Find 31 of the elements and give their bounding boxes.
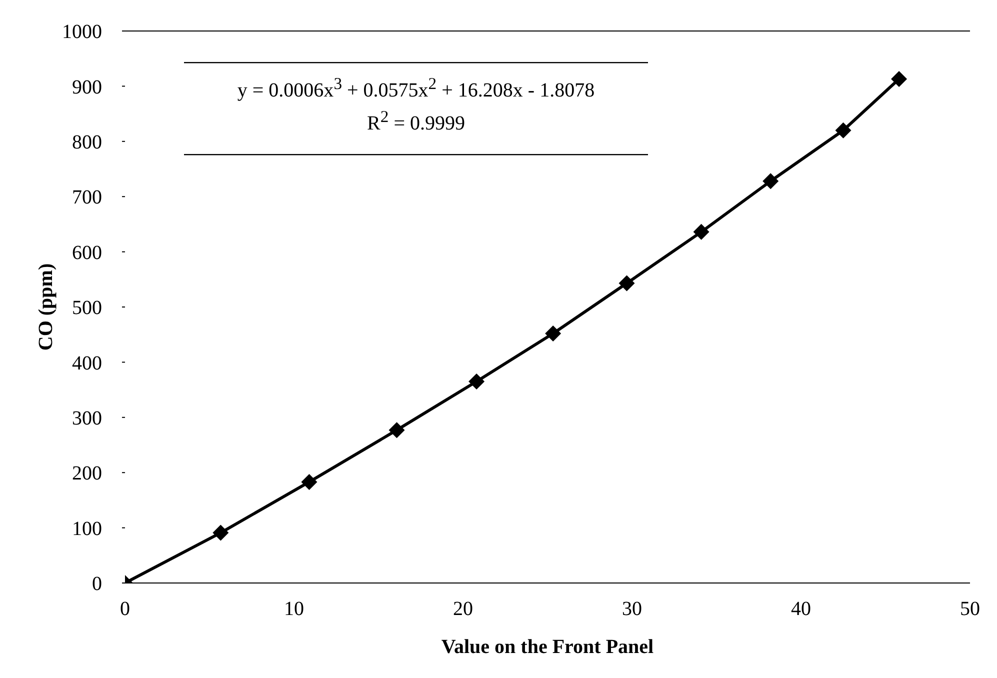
y-tick-label: 800 [72,132,102,154]
annotation: R$^{2}$ = 0.9999 [366,106,466,136]
x-tick-label: 40 [791,598,811,620]
point [388,422,405,438]
x-tick-label: 30 [622,598,642,620]
x-axis-title: Value on the Front Panel [441,636,654,658]
y-tick-label: 400 [72,352,102,374]
point [212,524,229,541]
y-tick-label: 100 [72,518,102,540]
annotation: y = 0.0006x$^{3}$ + 0.0575x$^{2}$ + 16.208x - 1.8078 [236,73,596,104]
y-tick-label: 1000 [62,21,102,44]
y-tick-label: 600 [72,242,102,264]
point [762,173,779,190]
x-tick-label: 10 [284,598,304,620]
point [693,224,710,240]
y-axis-title: CO (ppm) [35,263,58,351]
point [545,325,562,342]
y-tick-label: 300 [72,408,102,430]
point [835,122,852,138]
y-tick-label: 700 [72,186,102,209]
x-tick-label: 0 [120,598,130,620]
y-tick-label: 200 [72,462,102,485]
y-tick-label: 900 [72,76,102,98]
point [301,474,318,490]
x-tick-label: 20 [453,598,473,620]
x-tick-label: 50 [960,598,980,620]
y-tick-label: 500 [72,297,102,320]
y-tick-label: 0 [92,573,102,596]
point [891,71,908,88]
point [468,374,485,390]
point [618,275,635,292]
